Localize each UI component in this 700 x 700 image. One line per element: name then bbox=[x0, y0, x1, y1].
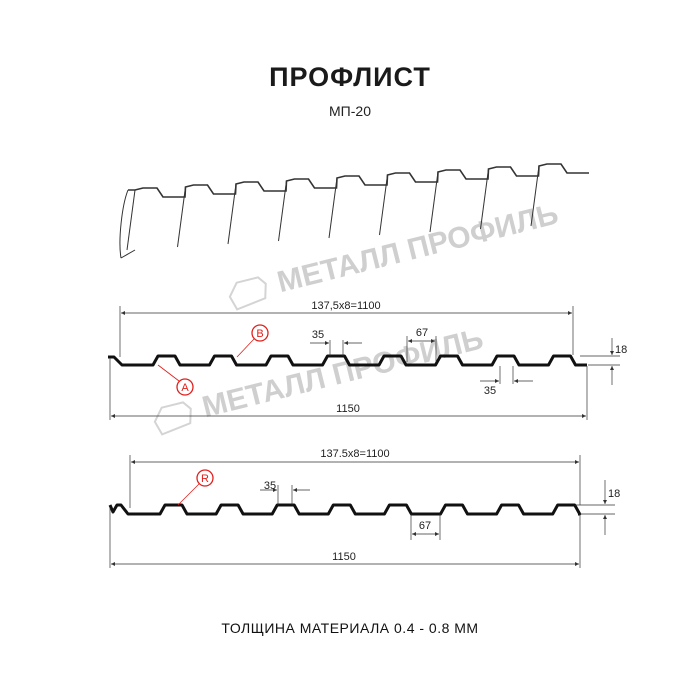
callout-b-label: B bbox=[256, 328, 263, 340]
material-thickness-note: ТОЛЩИНА МАТЕРИАЛА 0.4 - 0.8 ММ bbox=[221, 620, 479, 636]
profile-a-height-label: 18 bbox=[615, 344, 627, 356]
callout-r-label: R bbox=[201, 473, 209, 485]
profile-b-height-label: 18 bbox=[608, 488, 620, 500]
watermark-text: МЕТАЛЛ ПРОФИЛЬ bbox=[274, 197, 562, 299]
watermark-1: МЕТАЛЛ ПРОФИЛЬ bbox=[228, 197, 562, 311]
profile-a-total-label: 1150 bbox=[336, 403, 360, 415]
profile-a-section bbox=[108, 354, 587, 367]
profile-a-rib-label: 67 bbox=[416, 327, 428, 339]
callout-r: R bbox=[177, 469, 214, 506]
profile-a-bottom-width-label: 35 bbox=[484, 385, 496, 397]
sheet-side-edge bbox=[119, 189, 136, 259]
sheet-rib-line bbox=[126, 189, 136, 251]
callout-b: B bbox=[236, 324, 269, 358]
callout-a-label: A bbox=[181, 382, 189, 394]
profile-a-top-width-label: 35 bbox=[312, 329, 324, 341]
profile-a-dimensions bbox=[109, 306, 620, 420]
profile-b-section bbox=[108, 503, 582, 516]
page-subtitle: МП-20 bbox=[329, 103, 371, 119]
profile-b-total-label: 1150 bbox=[332, 551, 356, 563]
profile-a-pitch-label: 137,5x8=1100 bbox=[311, 300, 380, 312]
page-title: ПРОФЛИСТ bbox=[269, 62, 431, 92]
profile-b-top-width-label: 35 bbox=[264, 480, 276, 492]
callout-a: A bbox=[157, 364, 194, 396]
profile-b-dimensions bbox=[109, 455, 615, 568]
profile-b-pitch-label: 137.5x8=1100 bbox=[320, 448, 389, 460]
sheet-3d-view bbox=[119, 163, 589, 259]
profile-b-rib-label: 67 bbox=[419, 520, 431, 532]
sheet-top-edge bbox=[128, 163, 589, 198]
